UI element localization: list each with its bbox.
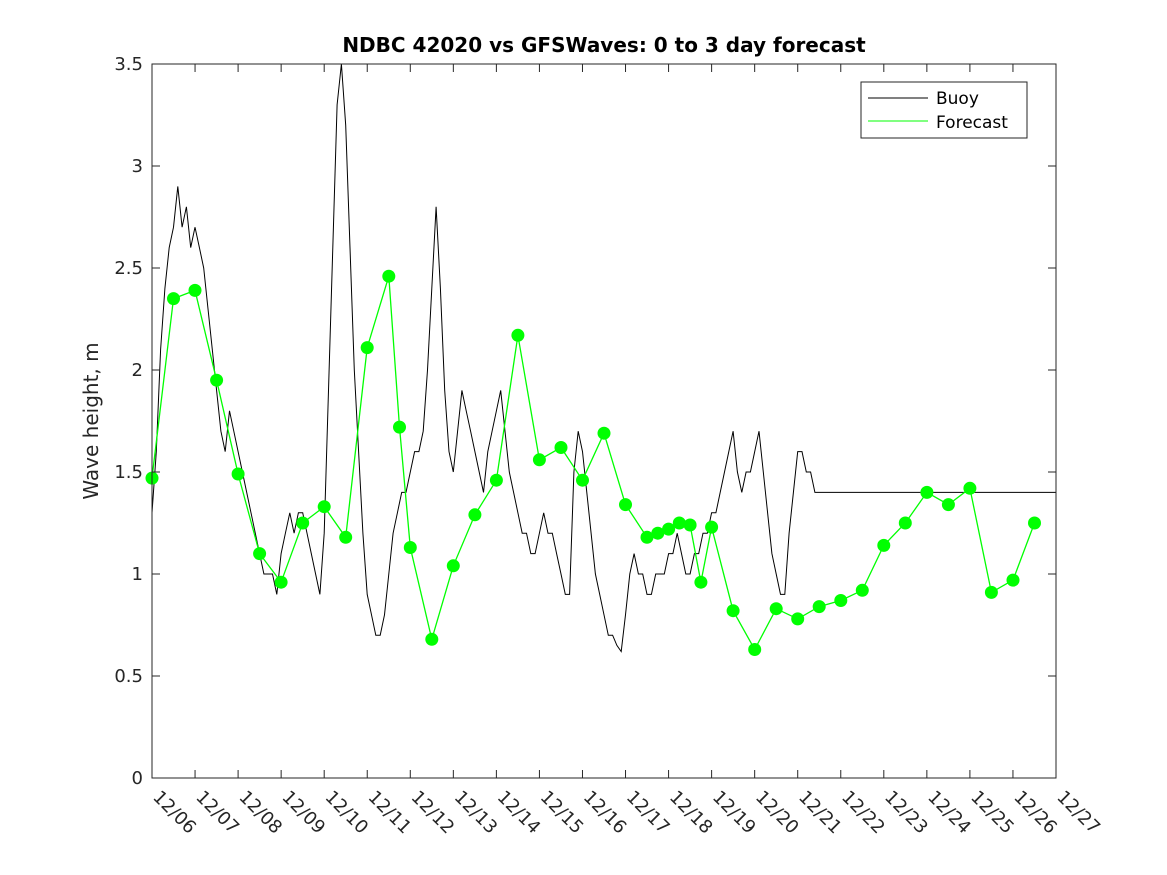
series-line-forecast xyxy=(151,276,1036,651)
legend-buoy-label: Buoy xyxy=(936,89,979,109)
forecast-point xyxy=(597,426,611,440)
forecast-point xyxy=(694,575,708,589)
forecast-point xyxy=(382,269,396,283)
forecast-point xyxy=(791,612,805,626)
y-tick-label: 2 xyxy=(132,360,143,381)
forecast-point xyxy=(554,441,568,454)
forecast-point xyxy=(167,292,180,306)
forecast-point xyxy=(360,341,374,355)
forecast-point xyxy=(726,604,740,618)
forecast-point xyxy=(619,498,632,512)
forecast-point xyxy=(672,516,686,530)
forecast-point xyxy=(705,520,719,534)
y-tick-label: 3.5 xyxy=(114,54,143,75)
forecast-point xyxy=(489,473,503,487)
forecast-point xyxy=(339,530,353,544)
forecast-point xyxy=(662,522,676,536)
forecast-point xyxy=(1006,573,1020,587)
forecast-point xyxy=(576,473,589,487)
legend-box xyxy=(860,81,1028,139)
forecast-point xyxy=(834,594,848,607)
forecast-point xyxy=(812,600,826,614)
y-tick-label: 0 xyxy=(132,768,143,789)
forecast-point xyxy=(963,481,977,495)
legend: Buoy Forecast xyxy=(860,81,1028,139)
y-tick-label: 1.5 xyxy=(114,462,143,483)
forecast-point xyxy=(210,373,224,387)
chart-title: NDBC 42020 vs GFSWaves: 0 to 3 day forec… xyxy=(342,33,866,57)
forecast-point xyxy=(941,498,955,512)
forecast-point xyxy=(532,453,546,467)
forecast-point xyxy=(920,485,934,499)
forecast-point xyxy=(403,541,417,554)
y-tick-label: 1 xyxy=(132,564,143,585)
forecast-point xyxy=(640,530,654,544)
forecast-point xyxy=(898,516,912,530)
forecast-point xyxy=(231,467,245,481)
forecast-point xyxy=(468,508,482,522)
y-tick-label: 3 xyxy=(132,156,143,177)
forecast-point xyxy=(651,526,665,540)
y-tick-label: 2.5 xyxy=(114,258,143,279)
y-axis-label: Wave height, m xyxy=(79,342,103,499)
forecast-point xyxy=(877,538,891,552)
plot-area-frame xyxy=(151,63,1057,779)
forecast-point xyxy=(253,547,267,561)
y-tick-label: 0.5 xyxy=(114,666,143,687)
forecast-point xyxy=(188,283,202,297)
forecast-point xyxy=(446,559,460,573)
forecast-point xyxy=(1028,516,1041,530)
series-line-buoy xyxy=(151,63,1056,653)
forecast-point xyxy=(511,328,525,342)
forecast-point xyxy=(296,516,310,530)
forecast-point xyxy=(769,602,783,616)
forecast-point xyxy=(748,643,762,656)
forecast-point xyxy=(317,500,331,514)
forecast-point xyxy=(425,632,439,646)
forecast-point xyxy=(855,583,869,597)
forecast-point xyxy=(274,575,288,589)
forecast-point xyxy=(393,420,406,434)
legend-forecast-label: Forecast xyxy=(936,113,1008,133)
forecast-point xyxy=(984,585,998,599)
forecast-point xyxy=(683,518,697,532)
